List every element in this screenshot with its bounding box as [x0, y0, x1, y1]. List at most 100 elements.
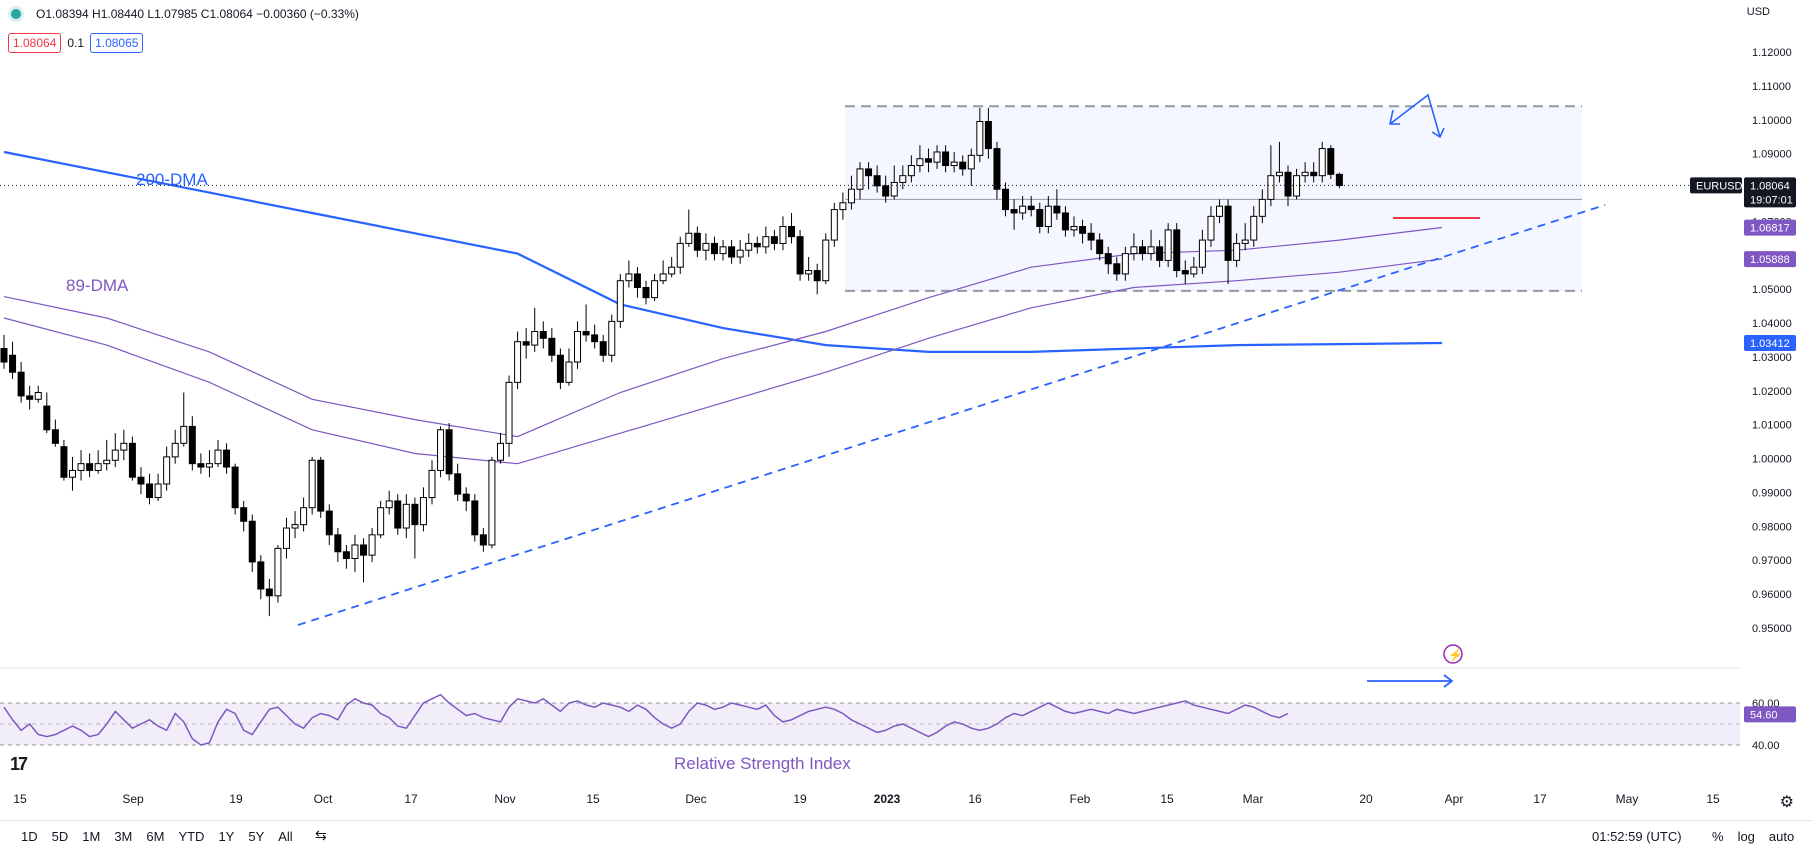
sell-button[interactable]: 1.08064 — [8, 33, 62, 53]
candle-body — [111, 449, 119, 461]
calendar-range-icon[interactable]: ⇆ — [315, 827, 327, 843]
x-tick-label: Dec — [685, 792, 706, 806]
candle-body — [471, 500, 479, 536]
candle-body — [736, 249, 744, 258]
candle-body — [1258, 198, 1266, 217]
range-button-all[interactable]: All — [278, 829, 293, 844]
candle — [240, 500, 248, 532]
candle-body — [993, 148, 1001, 190]
settings-gear-icon[interactable]: ⚙ — [1779, 794, 1794, 811]
candle-body — [890, 181, 898, 197]
candle — [753, 236, 761, 254]
candle-body — [950, 161, 958, 167]
clock-readout[interactable]: 01:52:59 (UTC) — [1592, 829, 1682, 844]
candle-body — [1070, 226, 1078, 231]
candle — [342, 544, 350, 569]
candle — [762, 226, 770, 254]
price-badge: 1.05888 — [1744, 251, 1796, 268]
candle-body — [231, 466, 239, 509]
currency-selector[interactable]: USD — [1746, 6, 1770, 18]
candle-body — [1198, 239, 1206, 268]
candle — [1250, 206, 1258, 247]
candle-body — [223, 449, 231, 468]
candle-body — [924, 158, 932, 163]
candle — [1061, 206, 1069, 237]
candle — [788, 212, 796, 244]
candle-body — [796, 236, 804, 275]
candle-body — [1164, 229, 1172, 261]
candle — [1079, 219, 1087, 244]
candle — [616, 273, 624, 329]
range-button-1m[interactable]: 1M — [82, 829, 101, 844]
ma200-line — [3, 150, 1443, 353]
candle-body — [907, 165, 915, 177]
candle-body — [154, 483, 162, 499]
candle-body — [9, 354, 17, 373]
candle — [1104, 246, 1112, 274]
price-chart[interactable]: 200-DMA 89-DMA ⚡ Relative Strength Index 1… — [0, 0, 1812, 820]
candle-body — [377, 507, 385, 536]
candle — [950, 151, 958, 173]
candle — [1241, 223, 1249, 251]
range-button-1y[interactable]: 1Y — [218, 829, 235, 844]
candle-body — [1250, 215, 1258, 241]
candle-body — [959, 161, 967, 170]
percent-scale-button[interactable]: % — [1712, 829, 1724, 844]
candle — [565, 348, 573, 386]
range-button-3m[interactable]: 3M — [114, 829, 133, 844]
candle — [1138, 240, 1146, 261]
candle-body — [1173, 229, 1181, 272]
candle-body — [1036, 209, 1044, 228]
x-tick-label: Sep — [122, 792, 144, 806]
lightning-glyph: ⚡ — [1448, 648, 1463, 662]
candle-body — [77, 463, 85, 471]
candle-body — [300, 507, 308, 526]
y-tick-label: 1.05000 — [1752, 284, 1792, 296]
candle — [839, 192, 847, 220]
candle-body — [1267, 175, 1275, 200]
x-tick-label: 19 — [229, 792, 243, 806]
candle-body — [1310, 171, 1318, 177]
x-tick-label: May — [1616, 792, 1639, 806]
candle-body — [984, 120, 992, 150]
candle-body — [34, 392, 42, 400]
candle-body — [368, 534, 376, 556]
candle-body — [188, 425, 196, 465]
candle-body — [26, 395, 34, 400]
candle-body — [625, 273, 633, 282]
trade-prices: 1.08064 0.1 1.08065 — [8, 33, 144, 53]
candle — [496, 433, 504, 464]
candle — [574, 321, 582, 369]
double-top-arrow — [1389, 93, 1445, 139]
candle — [34, 385, 42, 403]
candle — [1310, 162, 1318, 183]
candle — [1198, 229, 1206, 274]
candle-body — [548, 337, 556, 356]
candle-body — [514, 341, 522, 383]
candle-body — [668, 266, 676, 275]
range-button-6m[interactable]: 6M — [146, 829, 165, 844]
candle — [813, 263, 821, 295]
range-button-ytd[interactable]: YTD — [178, 829, 205, 844]
candle — [967, 148, 975, 186]
candle — [197, 453, 205, 474]
buy-button[interactable]: 1.08065 — [90, 33, 144, 53]
candle — [291, 511, 299, 539]
range-button-5y[interactable]: 5Y — [248, 829, 265, 844]
candle — [60, 439, 68, 481]
range-button-5d[interactable]: 5D — [51, 829, 69, 844]
candle-body — [0, 347, 8, 363]
trendline — [297, 204, 1606, 626]
candle — [214, 439, 222, 468]
candle-body — [753, 242, 761, 248]
candle-body — [1275, 171, 1283, 177]
log-scale-button[interactable]: log — [1737, 829, 1755, 844]
candle — [360, 538, 368, 583]
rsi-value-badge-text: 54.60 — [1750, 709, 1778, 721]
range-button-1d[interactable]: 1D — [21, 829, 38, 844]
candle — [1258, 189, 1266, 224]
candle-body — [86, 463, 94, 471]
candle-body — [394, 500, 402, 529]
candle-body — [805, 270, 813, 275]
auto-scale-button[interactable]: auto — [1768, 829, 1795, 844]
